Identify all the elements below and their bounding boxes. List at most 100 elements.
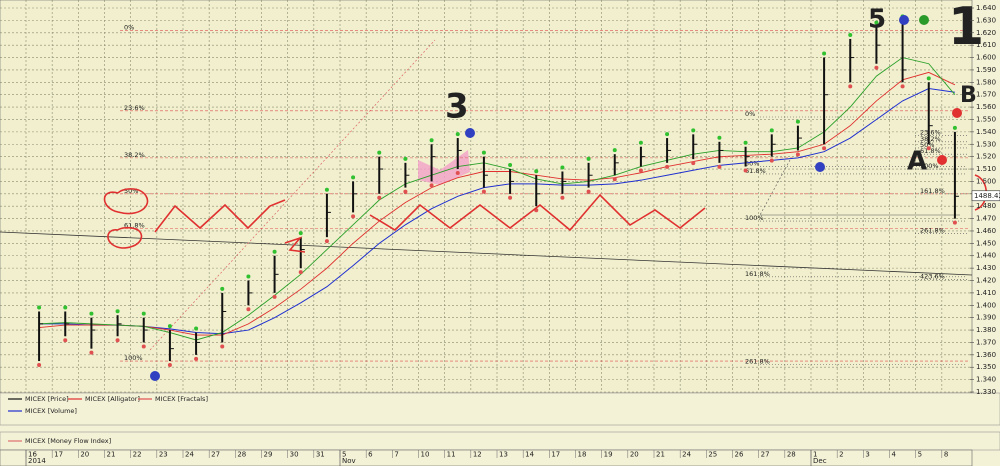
legend-label: MICEX [Alligator]	[85, 395, 140, 403]
fractal-up	[822, 51, 827, 56]
fib-label: 38.2%	[920, 135, 941, 143]
fractal-down	[298, 270, 303, 275]
fib-label: 61.8%	[920, 147, 941, 155]
y-tick-label: 1.340	[976, 376, 996, 384]
fractal-up	[324, 187, 329, 192]
fib-label: 423.6%	[920, 272, 945, 280]
hand-zigzag	[369, 193, 706, 232]
fractal-up	[848, 32, 853, 37]
fractal-up	[63, 305, 68, 310]
fractal-up	[37, 305, 42, 310]
fractal-up	[89, 311, 94, 316]
x-tick-label: 14	[525, 451, 534, 459]
y-tick-label: 1.450	[976, 239, 996, 247]
legend-label: MICEX [Price]	[25, 395, 69, 403]
fractal-up	[560, 165, 565, 170]
fractal-up	[612, 148, 617, 153]
y-tick-label: 1.390	[976, 314, 996, 322]
fractal-down	[403, 189, 408, 194]
x-group-label: Nov	[342, 457, 356, 465]
fractal-up	[665, 132, 670, 137]
y-tick-label: 1.430	[976, 264, 996, 272]
y-tick-label: 1.480	[976, 202, 996, 210]
hand-annotation: A	[907, 147, 927, 177]
fractal-down	[691, 161, 696, 166]
x-tick-label: 16	[28, 451, 37, 459]
fib-label: 100%	[920, 162, 939, 170]
fractal-up	[455, 132, 460, 137]
alligator-line	[39, 57, 956, 341]
fractal-down	[246, 307, 251, 312]
fractal-up	[220, 286, 225, 291]
fractal-up	[691, 128, 696, 133]
hand-circle	[107, 226, 143, 249]
fib-label: 61.8%	[745, 167, 766, 175]
y-tick-label: 1.420	[976, 277, 996, 285]
fractal-down	[743, 168, 748, 173]
fractal-up	[926, 76, 931, 81]
fractal-up	[586, 156, 591, 161]
volume-line	[39, 87, 955, 335]
x-tick-label: 21	[656, 451, 665, 459]
fib-label: 38.2%	[124, 151, 145, 159]
plot: 0%23.6%38.2%50%61.8%100%0%50%61.8%100%16…	[37, 14, 970, 368]
x-tick-label: 20	[630, 451, 639, 459]
x-tick-label: 17	[54, 451, 63, 459]
fractal-up	[769, 128, 774, 133]
fractal-down	[141, 344, 146, 349]
hand-dot	[919, 15, 929, 25]
fractal-down	[63, 338, 68, 343]
x-tick-label: 21	[107, 451, 116, 459]
fractal-up	[638, 140, 643, 145]
y-tick-label: 1.370	[976, 338, 996, 346]
x-tick-label: 1	[813, 451, 817, 459]
fractal-up	[481, 150, 486, 155]
fractal-up	[377, 150, 382, 155]
fractal-down	[37, 363, 42, 368]
price-panel	[0, 0, 973, 394]
fractal-down	[508, 195, 513, 200]
y-tick-label: 1.590	[976, 66, 996, 74]
date-axis	[0, 449, 973, 466]
fractal-up	[403, 156, 408, 161]
x-tick-label: 7	[394, 451, 398, 459]
x-tick-label: 28	[787, 451, 796, 459]
fractal-up	[246, 274, 251, 279]
fractal-down	[351, 214, 356, 219]
x-tick-label: 27	[761, 451, 770, 459]
fractal-down	[115, 338, 120, 343]
fib-label: 50%	[920, 141, 934, 149]
grid	[0, 0, 970, 393]
legend-label: MICEX [Fractals]	[155, 395, 208, 403]
x-group-label: 2014	[28, 457, 46, 465]
fractal-up	[141, 311, 146, 316]
annotations: 5 1 3 A B	[445, 0, 984, 177]
hand-dot	[465, 128, 475, 138]
fractal-up	[194, 326, 199, 331]
hand-dot	[815, 162, 825, 172]
fib-label: 261.8%	[920, 226, 945, 234]
hand-dot	[150, 371, 160, 381]
x-tick-label: 3	[865, 451, 869, 459]
x-tick-label: 20	[80, 451, 89, 459]
x-tick-label: 5	[342, 451, 346, 459]
fractal-down	[665, 164, 670, 169]
x-tick-label: 8	[944, 451, 948, 459]
hand-drawing	[103, 174, 988, 253]
x-tick-label: 5	[918, 451, 922, 459]
y-tick-label: 1.570	[976, 91, 996, 99]
x-tick-label: 12	[473, 451, 482, 459]
fractal-down	[167, 363, 172, 368]
fractal-up	[167, 324, 172, 329]
y-tick-label: 1.400	[976, 301, 996, 309]
x-tick-label: 6	[368, 451, 373, 459]
fib-label: 23.6%	[124, 104, 145, 112]
x-tick-label: 13	[499, 451, 508, 459]
last-price-box	[971, 190, 1000, 202]
fractal-down	[455, 171, 460, 176]
hand-annotation: 5	[868, 5, 886, 35]
alligator-line	[39, 71, 956, 336]
x-tick-label: 30	[290, 451, 299, 459]
fractal-down	[429, 183, 434, 188]
y-tick-label: 1.600	[976, 54, 996, 62]
